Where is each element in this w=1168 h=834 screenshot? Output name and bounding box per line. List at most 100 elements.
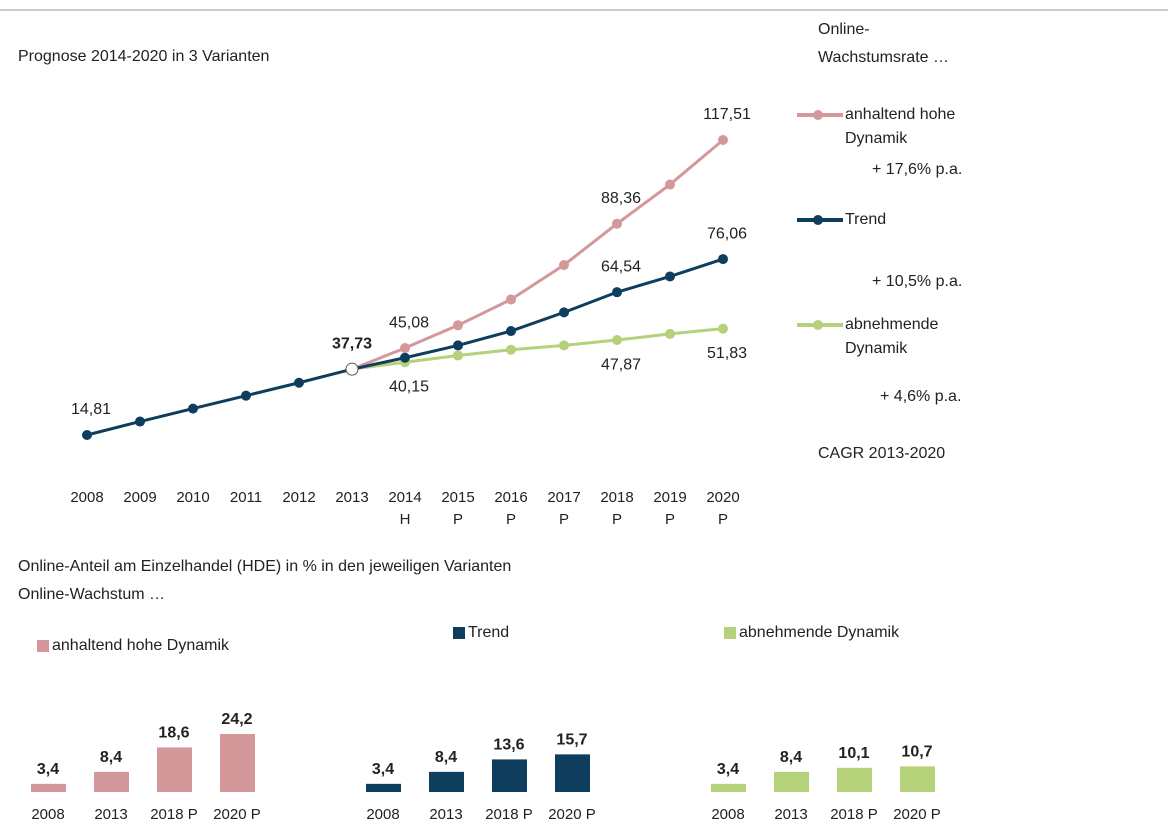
point bbox=[506, 294, 516, 305]
x-tick-label: 2013 bbox=[774, 806, 807, 823]
bar bbox=[711, 783, 746, 792]
bar bbox=[220, 734, 255, 792]
point bbox=[559, 259, 569, 270]
legend-swatch bbox=[813, 110, 823, 120]
bar bbox=[429, 771, 464, 792]
point bbox=[294, 377, 304, 388]
x-tick-sublabel: P bbox=[718, 511, 728, 528]
value-label: 24,2 bbox=[221, 711, 252, 728]
legend-swatch bbox=[724, 627, 736, 639]
point bbox=[559, 307, 569, 318]
value-label: 47,87 bbox=[601, 356, 641, 373]
bar bbox=[555, 754, 590, 792]
value-label: 88,36 bbox=[601, 190, 641, 207]
point bbox=[453, 320, 463, 331]
value-label: 3,4 bbox=[37, 761, 59, 778]
x-tick-label: 2013 bbox=[335, 489, 368, 506]
x-tick-label: 2015 bbox=[441, 489, 474, 506]
x-tick-label: 2013 bbox=[429, 806, 462, 823]
x-tick-label: 2010 bbox=[176, 489, 209, 506]
x-tick-label: 2018 P bbox=[485, 806, 533, 823]
bar bbox=[900, 766, 935, 792]
point bbox=[400, 352, 410, 363]
x-tick-label: 2012 bbox=[282, 489, 315, 506]
x-tick-sublabel: P bbox=[665, 511, 675, 528]
x-tick-sublabel: P bbox=[612, 511, 622, 528]
value-label: 8,4 bbox=[100, 749, 122, 766]
value-label: 14,81 bbox=[71, 401, 111, 418]
x-tick-label: 2009 bbox=[123, 489, 156, 506]
legend-swatch bbox=[813, 320, 823, 330]
legend-swatch bbox=[813, 215, 823, 225]
x-tick-label: 2020 P bbox=[548, 806, 596, 823]
legend-swatch bbox=[37, 640, 49, 652]
point bbox=[665, 271, 675, 282]
x-tick-label: 2020 P bbox=[893, 806, 941, 823]
x-tick-label: 2017 bbox=[547, 489, 580, 506]
value-label: 18,6 bbox=[158, 725, 189, 742]
point bbox=[135, 416, 145, 427]
point bbox=[82, 430, 92, 440]
value-label: 13,6 bbox=[493, 737, 524, 754]
value-label: 64,54 bbox=[601, 258, 641, 275]
bottom-subtitle: Online-Wachstum … bbox=[18, 586, 165, 603]
bar bbox=[157, 747, 192, 792]
x-tick-label: 2013 bbox=[94, 806, 127, 823]
bar bbox=[31, 783, 66, 792]
legend-note: CAGR 2013-2020 bbox=[818, 445, 945, 462]
bar bbox=[774, 771, 809, 792]
x-tick-label: 2020 bbox=[706, 489, 739, 506]
point bbox=[188, 403, 198, 414]
x-tick-label: 2008 bbox=[366, 806, 399, 823]
value-label: 8,4 bbox=[435, 749, 457, 766]
x-tick-label: 2016 bbox=[494, 489, 527, 506]
bar bbox=[366, 783, 401, 792]
point bbox=[665, 179, 675, 190]
value-label: 40,15 bbox=[389, 378, 429, 395]
point bbox=[453, 350, 463, 361]
x-tick-label: 2008 bbox=[711, 806, 744, 823]
x-tick-label: 2008 bbox=[70, 489, 103, 506]
legend-title: Wachstumsrate … bbox=[818, 49, 949, 66]
x-tick-label: 2018 bbox=[600, 489, 633, 506]
point bbox=[506, 326, 516, 337]
value-label: 45,08 bbox=[389, 314, 429, 331]
point bbox=[345, 362, 359, 376]
legend-note: + 17,6% p.a. bbox=[872, 161, 962, 178]
legend-label: anhaltend hohe Dynamik bbox=[845, 106, 956, 147]
point bbox=[453, 340, 463, 351]
value-label: 37,73 bbox=[332, 335, 372, 352]
legend-swatch bbox=[453, 627, 465, 639]
legend-label: anhaltend hohe Dynamik bbox=[52, 637, 230, 654]
legend-note: + 4,6% p.a. bbox=[880, 388, 961, 405]
point bbox=[400, 343, 410, 354]
legend-label: abnehmende Dynamik bbox=[739, 624, 900, 641]
point bbox=[612, 287, 622, 298]
value-label: 76,06 bbox=[707, 225, 747, 242]
x-tick-label: 2018 P bbox=[150, 806, 198, 823]
value-label: 117,51 bbox=[703, 106, 751, 123]
legend-label: Trend bbox=[845, 211, 887, 228]
x-tick-label: 2020 P bbox=[213, 806, 261, 823]
x-tick-label: 2008 bbox=[31, 806, 64, 823]
value-label: 3,4 bbox=[372, 761, 394, 778]
x-tick-sublabel: P bbox=[506, 511, 516, 528]
legend-label: Trend bbox=[468, 624, 509, 641]
series-line bbox=[351, 327, 724, 371]
point bbox=[506, 344, 516, 355]
x-tick-sublabel: H bbox=[400, 511, 411, 528]
series-line bbox=[351, 138, 724, 371]
point bbox=[559, 340, 569, 351]
point bbox=[718, 323, 728, 334]
point bbox=[612, 218, 622, 229]
bottom-title: Online-Anteil am Einzelhandel (HDE) in %… bbox=[18, 558, 511, 575]
x-tick-label: 2019 bbox=[653, 489, 686, 506]
legend-note: + 10,5% p.a. bbox=[872, 273, 962, 290]
point bbox=[718, 135, 728, 145]
value-label: 3,4 bbox=[717, 761, 739, 778]
x-tick-label: 2014 bbox=[388, 489, 421, 506]
x-tick-sublabel: P bbox=[559, 511, 569, 528]
value-label: 10,1 bbox=[838, 745, 869, 762]
chart-title: Prognose 2014-2020 in 3 Varianten bbox=[18, 48, 269, 65]
